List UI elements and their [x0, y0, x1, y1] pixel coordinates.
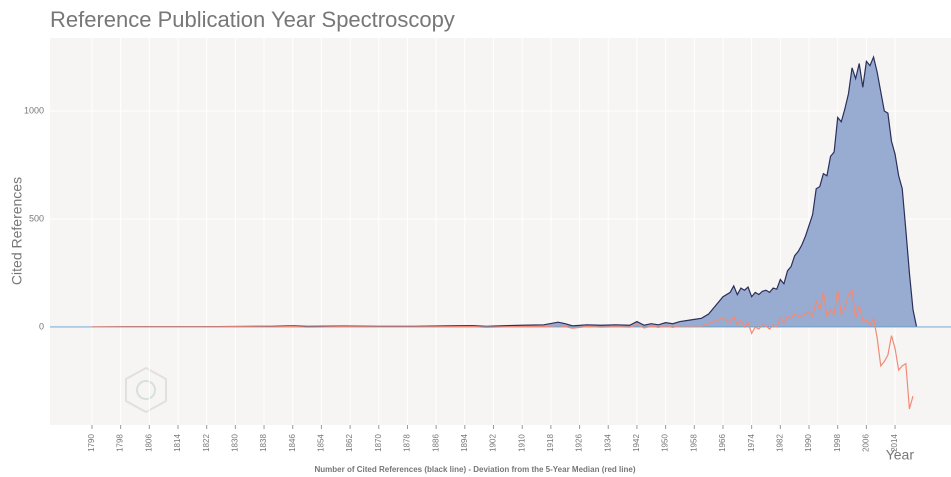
- x-tick-label: 1886: [431, 434, 440, 452]
- chart-title: Reference Publication Year Spectroscopy: [50, 7, 455, 32]
- x-tick-label: 1854: [317, 434, 326, 452]
- x-tick-label: 1950: [661, 434, 670, 452]
- x-tick-label: 1942: [632, 434, 641, 452]
- x-tick-label: 1998: [833, 434, 842, 452]
- x-tick-label: 1870: [374, 434, 383, 452]
- x-tick-label: 1846: [288, 434, 297, 452]
- x-tick-label: 1990: [804, 434, 813, 452]
- x-tick-label: 1926: [575, 434, 584, 452]
- x-tick-label: 1806: [144, 434, 153, 452]
- x-tick-label: 2006: [861, 434, 870, 452]
- x-tick-label: 1966: [718, 434, 727, 452]
- y-tick-label: 1000: [24, 105, 44, 115]
- x-tick-label: 1894: [460, 434, 469, 452]
- x-tick-label: 1918: [546, 434, 555, 452]
- x-tick-label: 1790: [87, 434, 96, 452]
- x-tick-label: 1862: [345, 434, 354, 452]
- x-tick-label: 1958: [689, 434, 698, 452]
- y-tick-label: 0: [39, 321, 44, 331]
- logo: [125, 366, 167, 414]
- x-tick-label: 1822: [202, 434, 211, 452]
- x-tick-label: 1878: [403, 434, 412, 452]
- x-tick-label: 1830: [230, 434, 239, 452]
- y-axis-label: Cited References: [9, 177, 25, 285]
- x-tick-label: 1974: [747, 434, 756, 452]
- x-tick-label: 1902: [489, 434, 498, 452]
- y-tick-label: 500: [29, 213, 44, 223]
- caption: Number of Cited References (black line) …: [315, 465, 636, 474]
- x-tick-label: 1814: [173, 434, 182, 452]
- x-tick-label: 1910: [517, 434, 526, 452]
- x-tick-label: 1798: [116, 434, 125, 452]
- line: [91, 288, 914, 410]
- plot-panel: [50, 38, 951, 425]
- x-tick-label: 1838: [259, 434, 268, 452]
- x-tick-label: 1934: [603, 434, 612, 452]
- x-axis-label: Year: [886, 447, 915, 463]
- area: [91, 55, 918, 328]
- x-tick-label: 2014: [890, 434, 899, 452]
- x-tick-label: 1982: [775, 434, 784, 452]
